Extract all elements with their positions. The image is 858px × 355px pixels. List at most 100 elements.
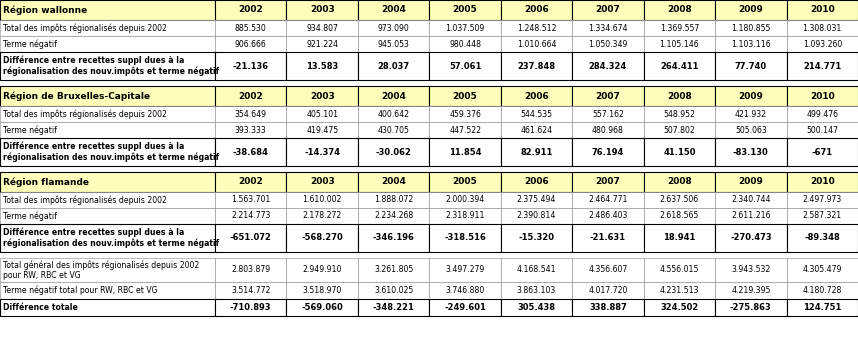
Text: 405.101: 405.101 xyxy=(306,109,338,119)
Text: 214.771: 214.771 xyxy=(803,61,842,71)
Bar xyxy=(0,106,215,122)
Text: 3.518.970: 3.518.970 xyxy=(303,286,341,295)
Text: -89.348: -89.348 xyxy=(805,234,840,242)
Bar xyxy=(715,208,787,224)
Bar xyxy=(215,299,287,316)
Text: Région wallonne: Région wallonne xyxy=(3,5,87,15)
Text: 3.943.532: 3.943.532 xyxy=(731,266,770,274)
Text: 354.649: 354.649 xyxy=(235,109,267,119)
Text: -270.473: -270.473 xyxy=(730,234,771,242)
Bar xyxy=(429,172,501,192)
Bar xyxy=(429,122,501,138)
Text: 400.642: 400.642 xyxy=(378,109,409,119)
Bar xyxy=(644,224,715,252)
Bar xyxy=(715,299,787,316)
Text: 2.497.973: 2.497.973 xyxy=(802,196,842,204)
Text: 2009: 2009 xyxy=(739,5,764,15)
Bar xyxy=(0,122,215,138)
Bar xyxy=(644,258,715,282)
Text: Total des impôts régionalisés depuis 2002: Total des impôts régionalisés depuis 200… xyxy=(3,195,166,205)
Text: Terme négatif: Terme négatif xyxy=(3,125,57,135)
Bar xyxy=(787,299,858,316)
Text: 1.010.664: 1.010.664 xyxy=(517,39,556,49)
Text: 2002: 2002 xyxy=(239,178,263,186)
Bar xyxy=(501,172,572,192)
Bar xyxy=(501,299,572,316)
Bar xyxy=(0,172,215,192)
Bar xyxy=(644,138,715,166)
Bar xyxy=(572,106,644,122)
Bar xyxy=(287,20,358,36)
Text: 505.063: 505.063 xyxy=(735,126,767,135)
Text: 2.375.494: 2.375.494 xyxy=(517,196,556,204)
Bar xyxy=(572,258,644,282)
Text: 507.802: 507.802 xyxy=(663,126,695,135)
Text: 11.854: 11.854 xyxy=(449,147,481,157)
Bar xyxy=(358,36,429,52)
Bar xyxy=(644,299,715,316)
Bar xyxy=(215,282,287,299)
Text: 284.324: 284.324 xyxy=(589,61,627,71)
Text: 1.563.701: 1.563.701 xyxy=(231,196,270,204)
Bar xyxy=(787,258,858,282)
Text: 3.863.103: 3.863.103 xyxy=(517,286,556,295)
Text: 324.502: 324.502 xyxy=(661,303,698,312)
Bar xyxy=(644,122,715,138)
Text: Terme négatif: Terme négatif xyxy=(3,39,57,49)
Text: 461.624: 461.624 xyxy=(521,126,553,135)
Bar xyxy=(0,299,215,316)
Bar xyxy=(572,192,644,208)
Bar xyxy=(287,86,358,106)
Bar xyxy=(501,20,572,36)
Text: 2002: 2002 xyxy=(239,92,263,100)
Text: Total des impôts régionalisés depuis 2002: Total des impôts régionalisés depuis 200… xyxy=(3,23,166,33)
Bar xyxy=(501,106,572,122)
Text: -318.516: -318.516 xyxy=(444,234,486,242)
Bar xyxy=(501,258,572,282)
Bar xyxy=(572,86,644,106)
Text: 548.952: 548.952 xyxy=(663,109,695,119)
Text: Différence entre recettes suppl dues à la
régionalisation des nouv.impôts et ter: Différence entre recettes suppl dues à l… xyxy=(3,56,219,76)
Text: 1.105.146: 1.105.146 xyxy=(660,39,699,49)
Bar xyxy=(358,52,429,80)
Bar xyxy=(644,52,715,80)
Text: -275.863: -275.863 xyxy=(730,303,771,312)
Bar xyxy=(501,138,572,166)
Bar xyxy=(215,258,287,282)
Bar xyxy=(501,122,572,138)
Text: Région de Bruxelles-Capitale: Région de Bruxelles-Capitale xyxy=(3,91,149,101)
Bar xyxy=(287,36,358,52)
Text: 2003: 2003 xyxy=(310,5,335,15)
Bar xyxy=(572,20,644,36)
Text: -21.136: -21.136 xyxy=(233,61,269,71)
Text: 980.448: 980.448 xyxy=(449,39,481,49)
Bar xyxy=(0,0,215,20)
Text: 77.740: 77.740 xyxy=(734,61,767,71)
Bar xyxy=(501,224,572,252)
Text: Différence totale: Différence totale xyxy=(3,303,77,312)
Text: 57.061: 57.061 xyxy=(449,61,481,71)
Text: -568.270: -568.270 xyxy=(301,234,343,242)
Bar xyxy=(787,208,858,224)
Bar xyxy=(429,224,501,252)
Bar xyxy=(572,122,644,138)
Bar xyxy=(715,36,787,52)
Bar xyxy=(215,36,287,52)
Bar xyxy=(429,52,501,80)
Bar xyxy=(287,258,358,282)
Bar xyxy=(358,258,429,282)
Bar xyxy=(501,0,572,20)
Text: 1.888.072: 1.888.072 xyxy=(374,196,414,204)
Text: 906.666: 906.666 xyxy=(235,39,267,49)
Bar xyxy=(501,192,572,208)
Bar xyxy=(429,258,501,282)
Text: 41.150: 41.150 xyxy=(663,147,696,157)
Text: 264.411: 264.411 xyxy=(660,61,698,71)
Bar xyxy=(287,52,358,80)
Text: -21.631: -21.631 xyxy=(590,234,626,242)
Bar xyxy=(358,106,429,122)
Text: 2.340.744: 2.340.744 xyxy=(731,196,770,204)
Bar xyxy=(287,122,358,138)
Bar xyxy=(0,138,215,166)
Bar xyxy=(787,106,858,122)
